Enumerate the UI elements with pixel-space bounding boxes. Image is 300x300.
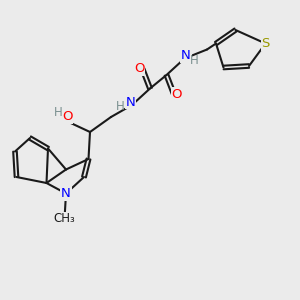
Text: H: H [116, 100, 125, 113]
Text: H: H [53, 106, 62, 119]
Text: O: O [134, 62, 145, 76]
Text: H: H [190, 54, 199, 68]
Text: O: O [172, 88, 182, 101]
Text: CH₃: CH₃ [54, 212, 75, 226]
Text: N: N [61, 187, 71, 200]
Text: S: S [261, 37, 270, 50]
Text: O: O [62, 110, 73, 124]
Text: N: N [126, 95, 135, 109]
Text: N: N [181, 49, 191, 62]
